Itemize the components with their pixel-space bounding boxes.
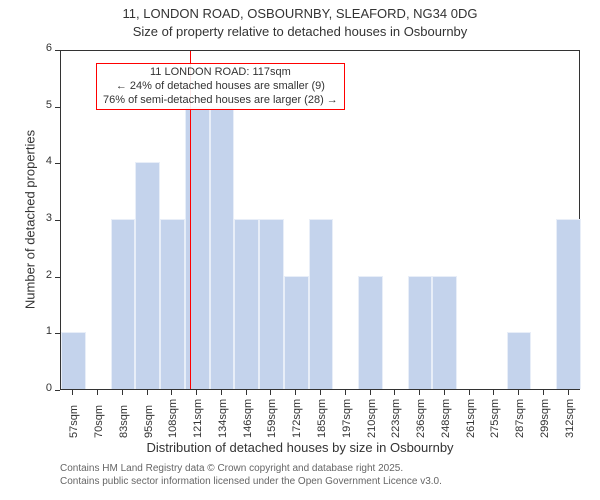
x-tick-label: 121sqm <box>192 399 204 438</box>
y-tick-mark <box>55 163 60 164</box>
attribution-line-1: Contains HM Land Registry data © Crown c… <box>60 462 442 475</box>
x-tick-label: 275sqm <box>489 399 501 438</box>
y-tick-mark <box>55 107 60 108</box>
chart-container: 11, LONDON ROAD, OSBOURNBY, SLEAFORD, NG… <box>0 0 600 500</box>
x-tick-mark <box>419 390 420 395</box>
histogram-bar <box>309 219 334 389</box>
y-tick-mark <box>55 333 60 334</box>
y-tick-label: 2 <box>32 269 52 281</box>
x-tick-label: 197sqm <box>341 399 353 438</box>
x-tick-label: 159sqm <box>266 399 278 438</box>
x-tick-mark <box>518 390 519 395</box>
x-tick-mark <box>469 390 470 395</box>
x-tick-mark <box>171 390 172 395</box>
histogram-bar <box>358 276 383 389</box>
x-tick-label: 95sqm <box>143 405 155 438</box>
x-tick-mark <box>493 390 494 395</box>
x-tick-label: 261sqm <box>465 399 477 438</box>
x-tick-label: 57sqm <box>68 405 80 438</box>
histogram-bar <box>185 106 210 389</box>
x-tick-label: 210sqm <box>366 399 378 438</box>
x-tick-mark <box>147 390 148 395</box>
x-tick-label: 70sqm <box>93 405 105 438</box>
histogram-bar <box>61 332 86 389</box>
x-tick-mark <box>221 390 222 395</box>
x-tick-label: 185sqm <box>316 399 328 438</box>
histogram-bar <box>408 276 433 389</box>
x-tick-mark <box>196 390 197 395</box>
chart-subtitle: Size of property relative to detached ho… <box>0 24 600 39</box>
x-tick-mark <box>72 390 73 395</box>
histogram-bar <box>160 219 185 389</box>
x-tick-label: 172sqm <box>291 399 303 438</box>
x-tick-label: 299sqm <box>539 399 551 438</box>
attribution-line-2: Contains public sector information licen… <box>60 475 442 488</box>
x-tick-mark <box>122 390 123 395</box>
x-tick-mark <box>320 390 321 395</box>
y-tick-mark <box>55 390 60 391</box>
attribution-text: Contains HM Land Registry data © Crown c… <box>60 462 442 488</box>
chart-title: 11, LONDON ROAD, OSBOURNBY, SLEAFORD, NG… <box>0 6 600 21</box>
x-tick-label: 223sqm <box>390 399 402 438</box>
histogram-bar <box>111 219 136 389</box>
x-tick-mark <box>270 390 271 395</box>
y-tick-label: 0 <box>32 382 52 394</box>
x-tick-label: 287sqm <box>514 399 526 438</box>
x-tick-label: 134sqm <box>217 399 229 438</box>
x-tick-mark <box>345 390 346 395</box>
x-tick-label: 146sqm <box>242 399 254 438</box>
x-tick-label: 236sqm <box>415 399 427 438</box>
plot-area: 11 LONDON ROAD: 117sqm← 24% of detached … <box>60 50 580 390</box>
histogram-bar <box>210 106 235 389</box>
histogram-bar <box>432 276 457 389</box>
annotation-box: 11 LONDON ROAD: 117sqm← 24% of detached … <box>96 63 345 110</box>
x-tick-label: 108sqm <box>167 399 179 438</box>
histogram-bar <box>507 332 532 389</box>
x-tick-label: 312sqm <box>564 399 576 438</box>
x-tick-mark <box>568 390 569 395</box>
x-tick-mark <box>543 390 544 395</box>
histogram-bar <box>259 219 284 389</box>
histogram-bar <box>556 219 581 389</box>
x-tick-label: 248sqm <box>440 399 452 438</box>
x-tick-mark <box>370 390 371 395</box>
x-tick-mark <box>97 390 98 395</box>
y-tick-label: 4 <box>32 155 52 167</box>
y-tick-label: 3 <box>32 212 52 224</box>
x-tick-label: 83sqm <box>118 405 130 438</box>
histogram-bar <box>135 162 160 389</box>
x-axis-label: Distribution of detached houses by size … <box>0 440 600 455</box>
x-tick-mark <box>444 390 445 395</box>
annotation-line-3: 76% of semi-detached houses are larger (… <box>103 94 338 108</box>
y-tick-label: 1 <box>32 325 52 337</box>
x-tick-mark <box>246 390 247 395</box>
y-tick-mark <box>55 277 60 278</box>
x-tick-mark <box>295 390 296 395</box>
y-tick-label: 5 <box>32 99 52 111</box>
annotation-line-1: 11 LONDON ROAD: 117sqm <box>103 66 338 80</box>
histogram-bar <box>284 276 309 389</box>
annotation-line-2: ← 24% of detached houses are smaller (9) <box>103 80 338 94</box>
y-tick-mark <box>55 220 60 221</box>
y-tick-mark <box>55 50 60 51</box>
histogram-bar <box>234 219 259 389</box>
y-tick-label: 6 <box>32 42 52 54</box>
x-tick-mark <box>394 390 395 395</box>
